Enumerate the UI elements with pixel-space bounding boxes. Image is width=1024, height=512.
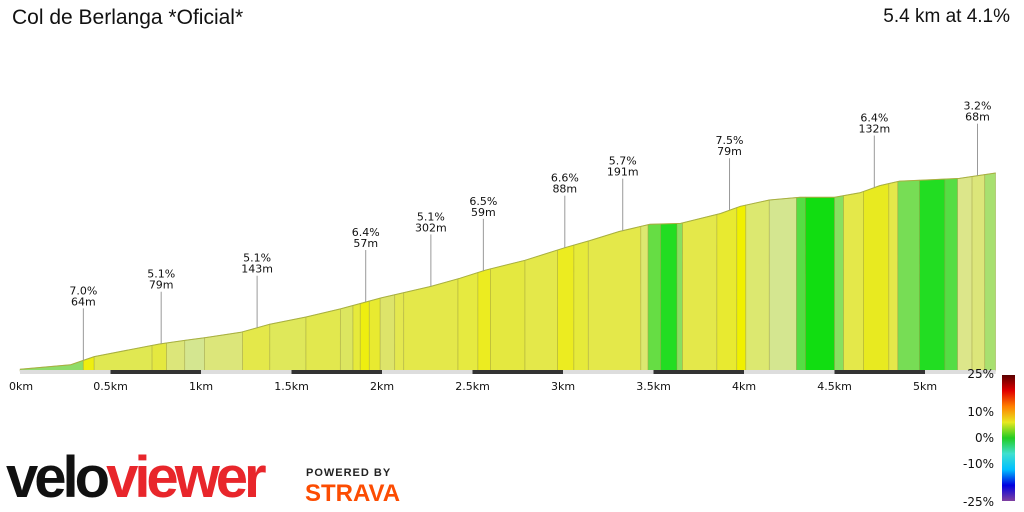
- annotation-grade: 6.6%: [551, 172, 579, 185]
- gradient-band: [843, 190, 864, 372]
- gradient-band: [477, 268, 491, 372]
- x-tick-label: 2.5km: [455, 380, 490, 393]
- profile-outline: [19, 172, 996, 370]
- gradient-band: [660, 223, 678, 372]
- gradient-band: [490, 259, 526, 372]
- distance-bar-segment: [653, 370, 744, 374]
- gradient-band: [19, 359, 84, 372]
- gradient-band: [379, 294, 396, 372]
- gradient-band: [640, 224, 649, 372]
- legend-label: 10%: [967, 405, 994, 419]
- annotation-length: 59m: [471, 206, 496, 219]
- gradient-band: [359, 300, 370, 372]
- elevation-profile-chart: 0km 0.5km 1km 1.5km 2km 2.5km 3km 3.5km 4km 4.5km…: [9, 100, 997, 393]
- annotation-grade: 3.2%: [964, 100, 992, 113]
- annotation-length: 57m: [353, 237, 378, 250]
- gradient-band: [984, 172, 997, 372]
- annotation-length: 68m: [965, 111, 990, 124]
- gradient-band: [573, 240, 589, 372]
- legend-label: -25%: [962, 495, 994, 509]
- x-tick-label: 2km: [370, 380, 394, 393]
- gradient-band: [151, 342, 168, 372]
- distance-bar-segment: [472, 370, 563, 374]
- gradient-band: [403, 278, 459, 372]
- annotation-length: 79m: [717, 145, 742, 158]
- annotation-grade: 5.1%: [243, 252, 271, 265]
- gradient-band: [557, 244, 575, 372]
- gradient-band: [834, 195, 844, 372]
- gradient-band: [166, 339, 186, 372]
- annotation-length: 64m: [71, 295, 96, 308]
- x-tick-label: 0.5km: [93, 380, 128, 393]
- gradient-band: [242, 323, 271, 372]
- gradient-band: [805, 196, 835, 372]
- gradient-band: [184, 337, 206, 372]
- legend-label: -10%: [962, 457, 994, 471]
- x-tick-label: 4.5km: [817, 380, 852, 393]
- gradient-band: [305, 308, 341, 372]
- annotation-length: 132m: [858, 123, 890, 136]
- annotation-length: 143m: [241, 263, 273, 276]
- annotation-grade: 7.0%: [69, 284, 97, 297]
- gradient-band: [863, 183, 890, 372]
- gradient-band: [676, 222, 683, 372]
- x-tick-label: 1km: [189, 380, 213, 393]
- annotation-grade: 5.7%: [609, 155, 637, 168]
- powered-by-label: POWERED BY: [306, 467, 392, 479]
- gradient-band: [269, 316, 307, 372]
- gradient-color-legend: [1002, 375, 1015, 501]
- x-tick-label: 4km: [732, 380, 756, 393]
- annotation-length: 88m: [552, 183, 577, 196]
- gradient-band: [587, 225, 642, 372]
- segment-summary: 5.4 km at 4.1%: [883, 6, 1010, 27]
- gradient-band: [524, 249, 559, 372]
- annotation-length: 302m: [415, 221, 447, 234]
- gradient-band: [919, 178, 946, 372]
- annotation-grade: 5.1%: [147, 268, 175, 281]
- gradient-band: [457, 271, 479, 372]
- gradient-band: [745, 199, 770, 372]
- x-tick-label: 3km: [551, 380, 575, 393]
- legend-label: 25%: [967, 367, 994, 381]
- gradient-band: [716, 207, 738, 372]
- x-tick-label: 1.5km: [274, 380, 309, 393]
- gradient-band: [944, 178, 959, 372]
- gradient-band: [368, 297, 381, 372]
- annotation-grade: 6.5%: [469, 195, 497, 208]
- gradient-band: [394, 292, 405, 372]
- gradient-band: [888, 180, 899, 372]
- gradient-band: [647, 223, 662, 372]
- annotation-length: 191m: [607, 166, 639, 179]
- x-tick-label: 0km: [9, 380, 33, 393]
- veloviewer-logo: veloviewer: [6, 445, 267, 510]
- gradient-band: [957, 176, 973, 372]
- gradient-band: [897, 179, 921, 372]
- gradient-band: [796, 196, 806, 372]
- gradient-band: [93, 344, 153, 372]
- annotation-grade: 6.4%: [352, 226, 380, 239]
- distance-bar-segment: [834, 370, 925, 374]
- strava-logo: STRAVA: [305, 480, 401, 507]
- gradient-band: [339, 304, 354, 372]
- annotation-grade: 6.4%: [860, 112, 888, 125]
- gradient-band: [768, 197, 797, 372]
- x-tick-label: 3.5km: [636, 380, 671, 393]
- x-tick-label: 5km: [913, 380, 937, 393]
- distance-bar-segment: [291, 370, 382, 374]
- distance-bar-segment: [110, 370, 201, 374]
- gradient-band: [682, 213, 718, 372]
- annotation-grade: 5.1%: [417, 210, 445, 223]
- gradient-band: [736, 204, 747, 372]
- annotation-length: 79m: [149, 279, 174, 292]
- legend-label: 0%: [974, 431, 994, 445]
- annotation-grade: 7.5%: [716, 134, 744, 147]
- gradient-band: [971, 174, 986, 372]
- gradient-band: [352, 302, 361, 372]
- segment-title: Col de Berlanga *Oficial*: [12, 6, 244, 29]
- gradient-band: [204, 331, 244, 372]
